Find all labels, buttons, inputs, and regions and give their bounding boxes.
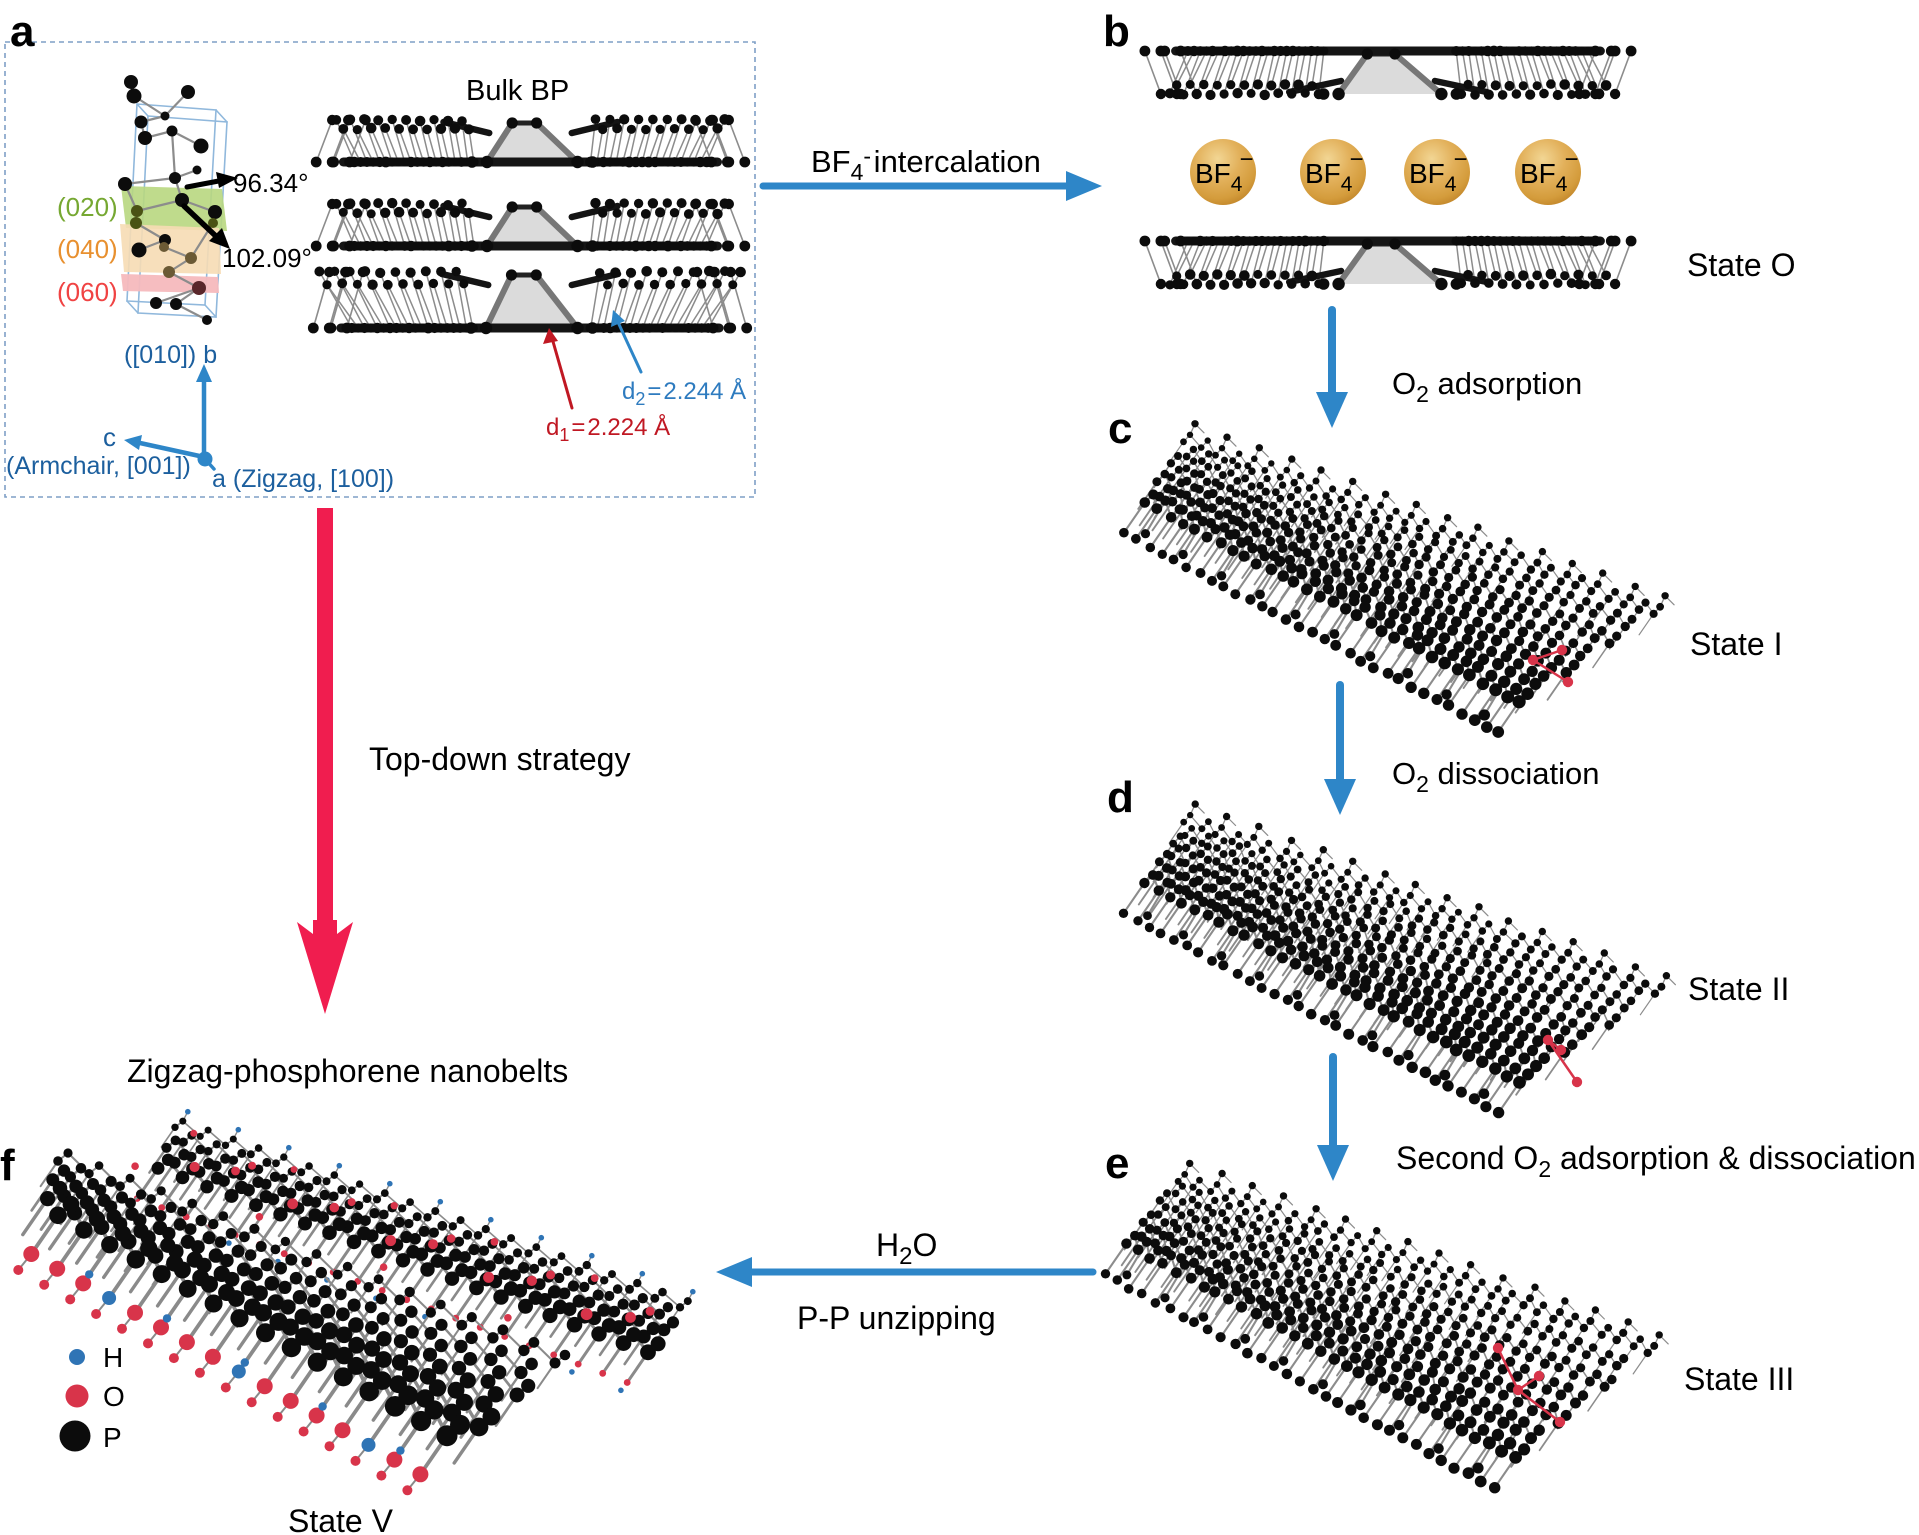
svg-text:([010]) b: ([010]) b xyxy=(124,341,217,369)
svg-text:e: e xyxy=(1105,1139,1129,1188)
svg-text:96.34°: 96.34° xyxy=(233,168,308,198)
svg-text:(020): (020) xyxy=(57,192,118,222)
svg-text:State III: State III xyxy=(1684,1361,1794,1397)
svg-text:a (Zigzag, [100]): a (Zigzag, [100]) xyxy=(212,465,394,493)
svg-text:b: b xyxy=(1103,7,1130,56)
svg-text:102.09°: 102.09° xyxy=(222,243,312,273)
svg-text:d: d xyxy=(1107,773,1134,822)
svg-text:(Armchair, [001]): (Armchair, [001]) xyxy=(6,452,191,480)
svg-text:O: O xyxy=(103,1381,125,1412)
svg-text:Second O2 adsorption & dissoci: Second O2 adsorption & dissociation xyxy=(1396,1140,1916,1182)
svg-text:State I: State I xyxy=(1690,626,1783,662)
svg-text:(040): (040) xyxy=(57,234,118,264)
svg-text:Zigzag-phosphorene nanobelts: Zigzag-phosphorene nanobelts xyxy=(127,1053,568,1089)
svg-text:State V: State V xyxy=(288,1503,394,1535)
svg-text:(060): (060) xyxy=(57,277,118,307)
svg-text:State II: State II xyxy=(1688,971,1789,1007)
svg-text:a: a xyxy=(10,7,35,56)
svg-text:H: H xyxy=(103,1342,123,1373)
svg-text:Top-down strategy: Top-down strategy xyxy=(369,741,630,777)
svg-text:P-P unzipping: P-P unzipping xyxy=(797,1300,996,1336)
svg-text:f: f xyxy=(0,1141,15,1190)
svg-text:P: P xyxy=(103,1422,122,1453)
svg-text:O2 dissociation: O2 dissociation xyxy=(1392,756,1600,797)
svg-text:c: c xyxy=(1108,404,1132,453)
svg-text:Bulk BP: Bulk BP xyxy=(466,75,569,107)
svg-text:BF4- intercalation: BF4- intercalation xyxy=(811,143,1041,185)
svg-text:d2 = 2.244 Å: d2 = 2.244 Å xyxy=(622,377,746,409)
svg-text:State O: State O xyxy=(1687,247,1796,283)
svg-text:c: c xyxy=(103,422,116,452)
